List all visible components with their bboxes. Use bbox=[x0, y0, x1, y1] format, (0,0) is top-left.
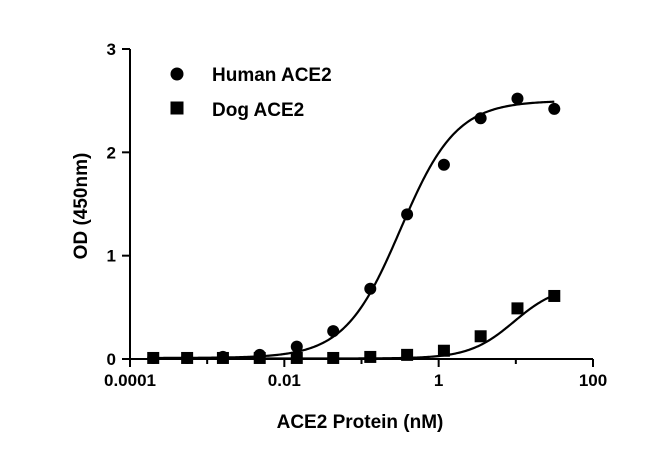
fit-curves bbox=[153, 100, 555, 360]
axes: 0 1 2 3 0.0001 0.01 1 100 bbox=[104, 40, 607, 390]
data-points bbox=[147, 92, 561, 364]
legend-label-dog-ace2: Dog ACE2 bbox=[212, 100, 304, 121]
point-human-ace2 bbox=[511, 92, 524, 105]
point-human-ace2 bbox=[327, 325, 340, 338]
x-axis-label: ACE2 Protein (nM) bbox=[277, 412, 444, 433]
point-dog-ace2 bbox=[401, 348, 414, 361]
point-dog-ace2 bbox=[364, 350, 377, 363]
legend-label-human-ace2: Human ACE2 bbox=[212, 65, 332, 86]
point-dog-ace2 bbox=[548, 289, 561, 302]
point-dog-ace2 bbox=[253, 351, 266, 364]
x-tick-label: 0.01 bbox=[268, 371, 301, 390]
y-axis-label: OD (450nm) bbox=[71, 153, 92, 260]
y-tick-label: 3 bbox=[107, 40, 116, 59]
y-tick-label: 1 bbox=[107, 247, 116, 266]
point-dog-ace2 bbox=[290, 351, 303, 364]
x-tick-label: 0.0001 bbox=[104, 371, 156, 390]
legend-marker-dog-ace2 bbox=[170, 101, 184, 115]
point-human-ace2 bbox=[548, 102, 561, 115]
fit-curve-dog-ace2 bbox=[153, 294, 555, 360]
x-tick-label: 100 bbox=[579, 371, 607, 390]
point-human-ace2 bbox=[290, 340, 303, 353]
fit-curve-human-ace2 bbox=[153, 100, 555, 360]
point-human-ace2 bbox=[401, 208, 414, 221]
y-tick-label: 0 bbox=[107, 350, 116, 369]
point-dog-ace2 bbox=[216, 351, 229, 364]
point-dog-ace2 bbox=[327, 351, 340, 364]
point-human-ace2 bbox=[364, 282, 377, 295]
point-dog-ace2 bbox=[147, 351, 160, 364]
legend-marker-human-ace2 bbox=[170, 67, 184, 81]
point-human-ace2 bbox=[437, 158, 450, 171]
point-human-ace2 bbox=[474, 112, 487, 125]
x-tick-label: 1 bbox=[434, 371, 443, 390]
point-dog-ace2 bbox=[181, 351, 194, 364]
point-dog-ace2 bbox=[474, 330, 487, 343]
point-dog-ace2 bbox=[511, 302, 524, 315]
legend: Human ACE2 Dog ACE2 bbox=[170, 65, 332, 121]
y-tick-label: 2 bbox=[107, 143, 116, 162]
point-dog-ace2 bbox=[437, 344, 450, 357]
